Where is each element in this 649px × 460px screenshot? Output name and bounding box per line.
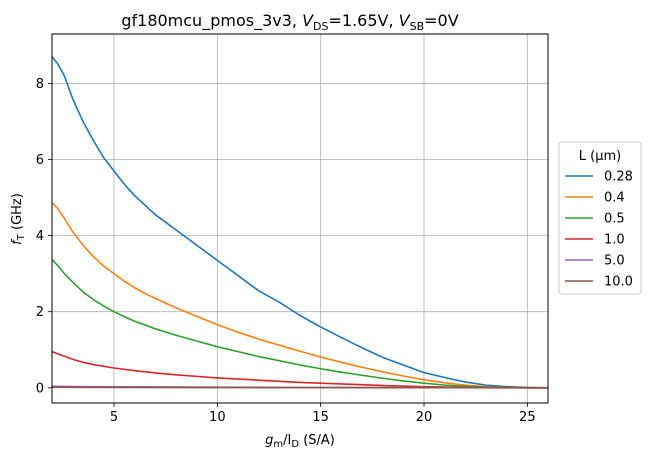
title-device: gf180mcu_pmos_3v3, — [121, 11, 297, 31]
legend-label-1-0: 1.0 — [604, 233, 625, 248]
title-vsb-subscript: SB — [410, 20, 425, 33]
plot-frame — [51, 33, 549, 404]
x-tick-label: 5 — [110, 410, 118, 425]
series-line-0-28 — [52, 56, 548, 389]
legend: L (µm) 0.28 0.4 0.5 1.0 5.0 10.0 — [558, 141, 642, 295]
legend-title: L (µm) — [579, 149, 621, 164]
x-axis-label: gm/ID (S/A) — [265, 433, 335, 450]
x-tick-label: 15 — [312, 410, 329, 425]
y-axis-label: fT (GHz) — [10, 193, 27, 245]
title-vsb-value: =0V — [424, 11, 459, 30]
legend-label-5-0: 5.0 — [604, 254, 625, 269]
title-vsb-symbol: V — [399, 11, 411, 30]
y-tick-label: 6 — [36, 153, 44, 168]
x-tick-label: 25 — [519, 410, 536, 425]
legend-box — [558, 141, 642, 295]
legend-label-0-5: 0.5 — [604, 212, 625, 227]
legend-label-10-0: 10.0 — [604, 275, 633, 290]
y-tick-label: 2 — [36, 305, 44, 320]
series-line-10-0 — [52, 386, 548, 389]
title-vds-subscript: DS — [313, 20, 328, 33]
y-tick-label: 8 — [36, 77, 44, 92]
series-line-0-5 — [52, 259, 548, 389]
y-tick-label: 0 — [36, 381, 44, 396]
series-line-0-4 — [52, 201, 548, 389]
ticks: 5 10 15 20 25 0 2 4 6 8 — [36, 77, 536, 425]
series-group — [52, 56, 548, 389]
title-vds-symbol: V — [302, 11, 314, 30]
legend-label-0-28: 0.28 — [604, 170, 633, 185]
series-line-1-0 — [52, 350, 548, 389]
y-tick-label: 4 — [36, 229, 44, 244]
title-vds-value: =1.65V, — [328, 11, 393, 30]
chart-title: gf180mcu_pmos_3v3, VDS=1.65V, VSB=0V — [121, 11, 458, 33]
x-tick-label: 20 — [416, 410, 433, 425]
grid — [52, 34, 548, 403]
legend-label-0-4: 0.4 — [604, 191, 625, 206]
x-tick-label: 10 — [209, 410, 226, 425]
